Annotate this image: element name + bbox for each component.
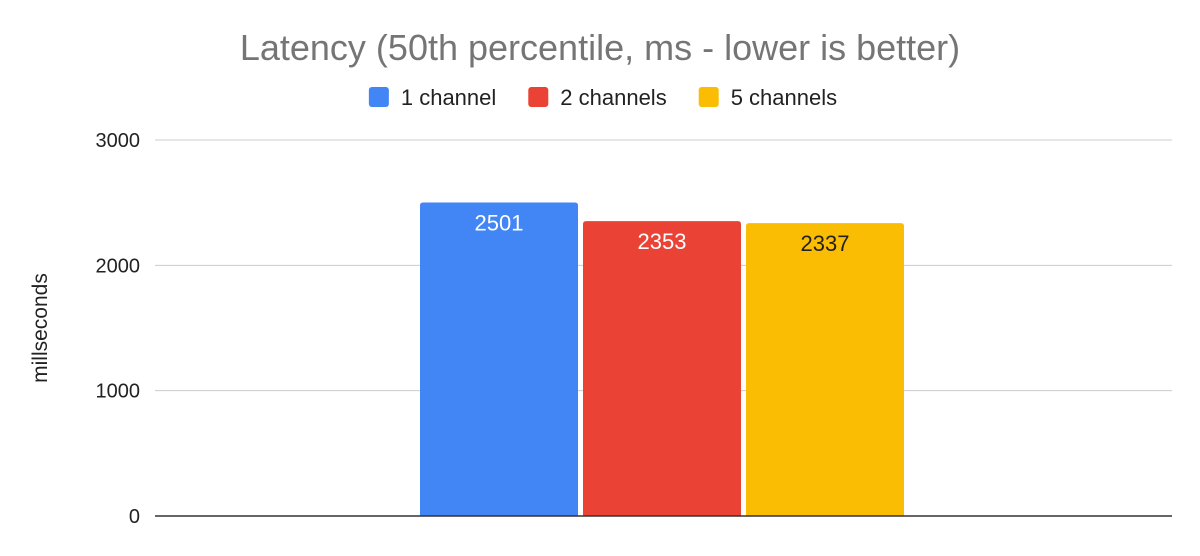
- y-tick-label: 1000: [96, 381, 141, 403]
- y-tick-label: 0: [129, 506, 140, 528]
- legend-item-2-channels: 2 channels: [528, 85, 667, 110]
- legend-item-1-channel: 1 channel: [368, 85, 496, 110]
- legend: 1 channel 2 channels 5 channels: [368, 85, 837, 110]
- legend-swatch: [698, 87, 719, 107]
- bar-5-channels: [746, 223, 904, 516]
- y-tick-label: 3000: [96, 130, 141, 152]
- legend-label: 2 channels: [560, 85, 666, 110]
- legend-item-5-channels: 5 channels: [698, 85, 837, 110]
- bar-value-label: 2501: [475, 211, 524, 236]
- y-axis-title: millseconds: [29, 273, 52, 383]
- chart-title: Latency (50th percentile, ms - lower is …: [240, 27, 960, 68]
- bar-value-label: 2353: [638, 229, 687, 254]
- legend-label: 5 channels: [731, 85, 837, 110]
- y-tick-label: 2000: [96, 255, 141, 277]
- y-axis-ticks: 0 1000 2000 3000: [96, 130, 141, 528]
- bar-2-channels: [583, 221, 741, 516]
- legend-swatch: [528, 87, 549, 107]
- bars: [420, 202, 904, 517]
- legend-label: 1 channel: [401, 85, 496, 110]
- bar-value-label: 2337: [801, 231, 850, 256]
- bar-1-channel: [420, 202, 578, 517]
- bar-value-labels: 2501 2353 2337: [475, 211, 850, 257]
- legend-swatch: [368, 87, 389, 107]
